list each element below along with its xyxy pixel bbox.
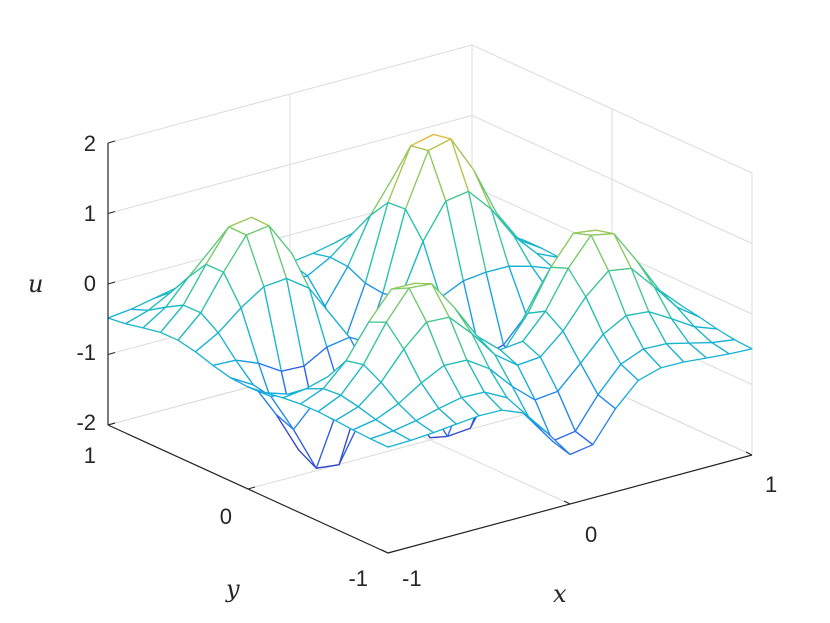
y-tick-1: 1 — [84, 443, 96, 468]
z-tick-mark — [107, 140, 116, 144]
surface-mesh — [107, 133, 753, 469]
x-tick-0: 0 — [585, 522, 597, 547]
z-tick-mark — [107, 211, 116, 214]
x-tick-mark — [381, 549, 389, 554]
y-tick-mark — [247, 486, 256, 490]
y-tick-neg1: -1 — [348, 566, 368, 591]
y-tick-0: 0 — [220, 504, 232, 529]
y-tick-mark — [107, 422, 116, 426]
z-tick-0: 0 — [84, 271, 96, 296]
z-tick-mark — [107, 352, 116, 355]
axis-labels: u y x — [28, 270, 567, 608]
x-tick-neg1: -1 — [402, 566, 422, 591]
z-tick-1: 1 — [84, 201, 96, 226]
x-axis-label: x — [553, 580, 567, 608]
z-tick-mark — [107, 281, 116, 285]
x-tick-mark — [563, 500, 571, 505]
z-tick-neg2: -2 — [76, 410, 96, 435]
z-axis-label: u — [28, 270, 43, 298]
x-tick-mark — [745, 451, 753, 456]
z-tick-neg1: -1 — [76, 340, 96, 365]
z-tick-2: 2 — [84, 131, 96, 156]
y-tick-mark — [387, 550, 396, 554]
tick-labels: 2 1 0 -1 -2 1 0 -1 -1 0 1 — [76, 131, 777, 591]
x-tick-1: 1 — [765, 472, 777, 497]
mesh-cell — [369, 430, 412, 448]
y-axis-label: y — [225, 575, 240, 603]
axes-frame — [107, 140, 753, 554]
